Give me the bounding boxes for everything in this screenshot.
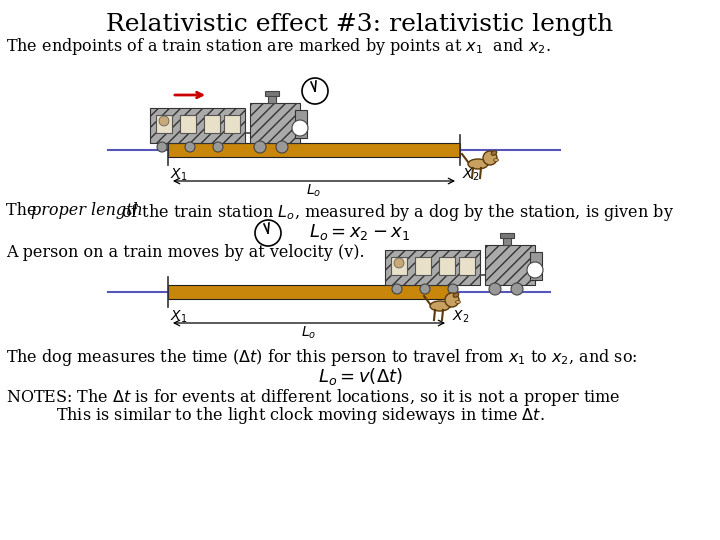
Bar [530,252,542,280]
Bar [500,233,514,238]
Bar [168,285,450,299]
Bar [168,143,460,157]
Circle shape [276,141,288,153]
Text: proper length: proper length [31,202,143,219]
Bar [503,237,511,245]
Ellipse shape [491,151,497,156]
Bar [385,250,480,285]
Circle shape [302,78,328,104]
Text: Relativistic effect #3: relativistic length: Relativistic effect #3: relativistic len… [107,13,613,36]
Text: $X_2$: $X_2$ [452,309,469,326]
Bar [156,115,172,133]
Text: of the train station $L_o$, measured by a dog by the station, is given by: of the train station $L_o$, measured by … [116,202,674,223]
Bar [265,91,279,96]
Bar [391,257,407,275]
Bar [204,115,220,133]
Bar [459,257,475,275]
Text: The dog measures the time ($\Delta t$) for this person to travel from $x_1$ to $: The dog measures the time ($\Delta t$) f… [6,347,637,368]
Text: A person on a train moves by at velocity (v).: A person on a train moves by at velocity… [6,244,364,261]
Text: $X_2$: $X_2$ [462,167,480,184]
Text: $X_1$: $X_1$ [170,309,187,326]
Text: This is similar to the light clock moving sideways in time $\Delta t$.: This is similar to the light clock movin… [56,405,545,426]
Circle shape [157,142,167,152]
Bar [180,115,196,133]
Circle shape [489,283,501,295]
Bar [224,115,240,133]
Circle shape [445,293,459,307]
Text: $L_o = v(\Delta t)$: $L_o = v(\Delta t)$ [318,366,402,387]
Ellipse shape [468,159,488,169]
Text: The endpoints of a train station are marked by points at $x_1$  and $x_2$.: The endpoints of a train station are mar… [6,36,551,57]
Bar [150,108,245,143]
Text: $L_o$: $L_o$ [307,183,322,199]
Circle shape [213,142,223,152]
Circle shape [159,116,169,126]
Circle shape [527,262,543,278]
Text: $X_1$: $X_1$ [170,167,187,184]
Bar [295,110,307,138]
Text: $L_o = x_2 - x_1$: $L_o = x_2 - x_1$ [310,222,410,242]
Bar [250,103,300,143]
Ellipse shape [430,301,450,311]
Circle shape [511,283,523,295]
Bar [415,257,431,275]
Circle shape [392,284,402,294]
Circle shape [483,151,497,165]
Ellipse shape [456,300,461,303]
Circle shape [448,284,458,294]
Circle shape [394,258,404,268]
Circle shape [292,120,308,136]
Ellipse shape [453,293,459,298]
Circle shape [254,141,266,153]
Bar [439,257,455,275]
Text: $L_o$: $L_o$ [302,325,317,341]
Text: NOTES: The $\Delta t$ is for events at different locations, so it is not a prope: NOTES: The $\Delta t$ is for events at d… [6,387,621,408]
Bar [485,245,535,285]
Circle shape [185,142,195,152]
Circle shape [255,220,281,246]
Text: The: The [6,202,42,219]
Bar [268,95,276,103]
Ellipse shape [493,159,498,161]
Circle shape [420,284,430,294]
